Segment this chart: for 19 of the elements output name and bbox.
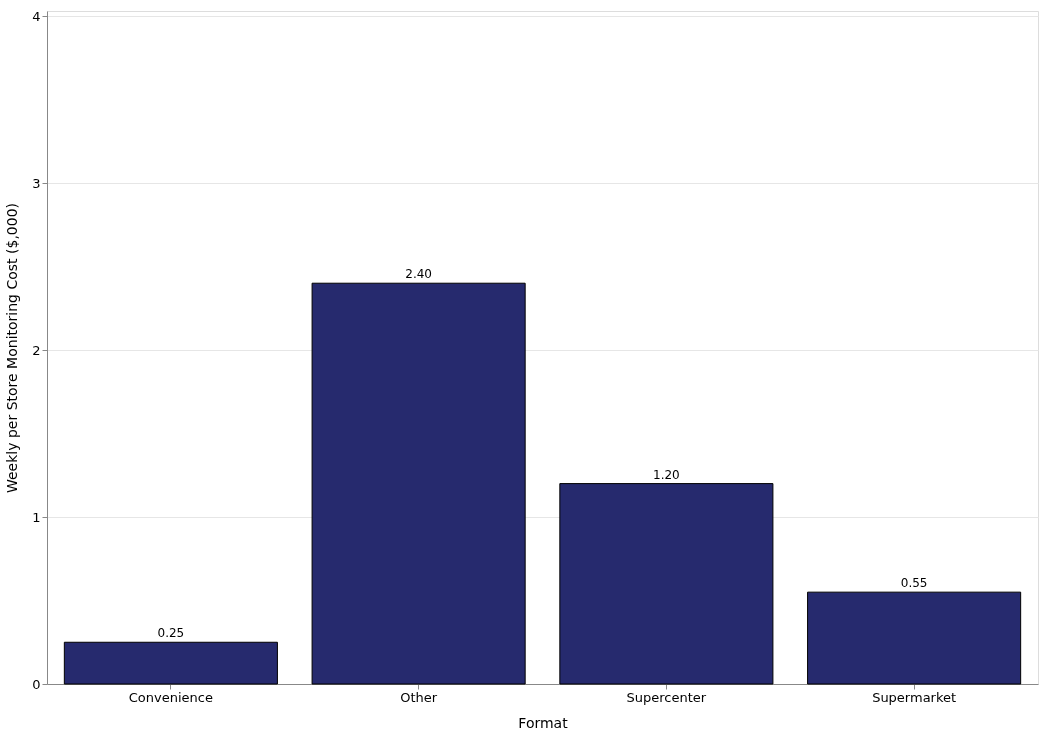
x-tick-label: Other <box>400 689 438 705</box>
bar <box>807 591 1022 685</box>
y-tick-label: 1 <box>32 509 41 525</box>
y-tick-label: 0 <box>32 676 41 692</box>
bar <box>311 282 526 685</box>
x-tick-label: Supercenter <box>626 689 707 705</box>
x-axis-title: Format <box>518 714 569 731</box>
bar <box>63 641 278 685</box>
y-axis-title: Weekly per Store Monitoring Cost ($,000) <box>4 202 21 494</box>
x-tick-label: Supermarket <box>872 689 957 705</box>
y-tick-label: 3 <box>32 175 41 191</box>
data-label: 0.55 <box>900 576 928 591</box>
data-label: 0.25 <box>157 626 185 641</box>
y-tick-label: 2 <box>32 342 41 358</box>
bar <box>559 483 774 685</box>
data-label: 2.40 <box>405 267 432 282</box>
y-tick-label: 4 <box>32 8 41 24</box>
x-tick-label: Convenience <box>128 689 213 705</box>
data-label: 1.20 <box>653 467 680 482</box>
